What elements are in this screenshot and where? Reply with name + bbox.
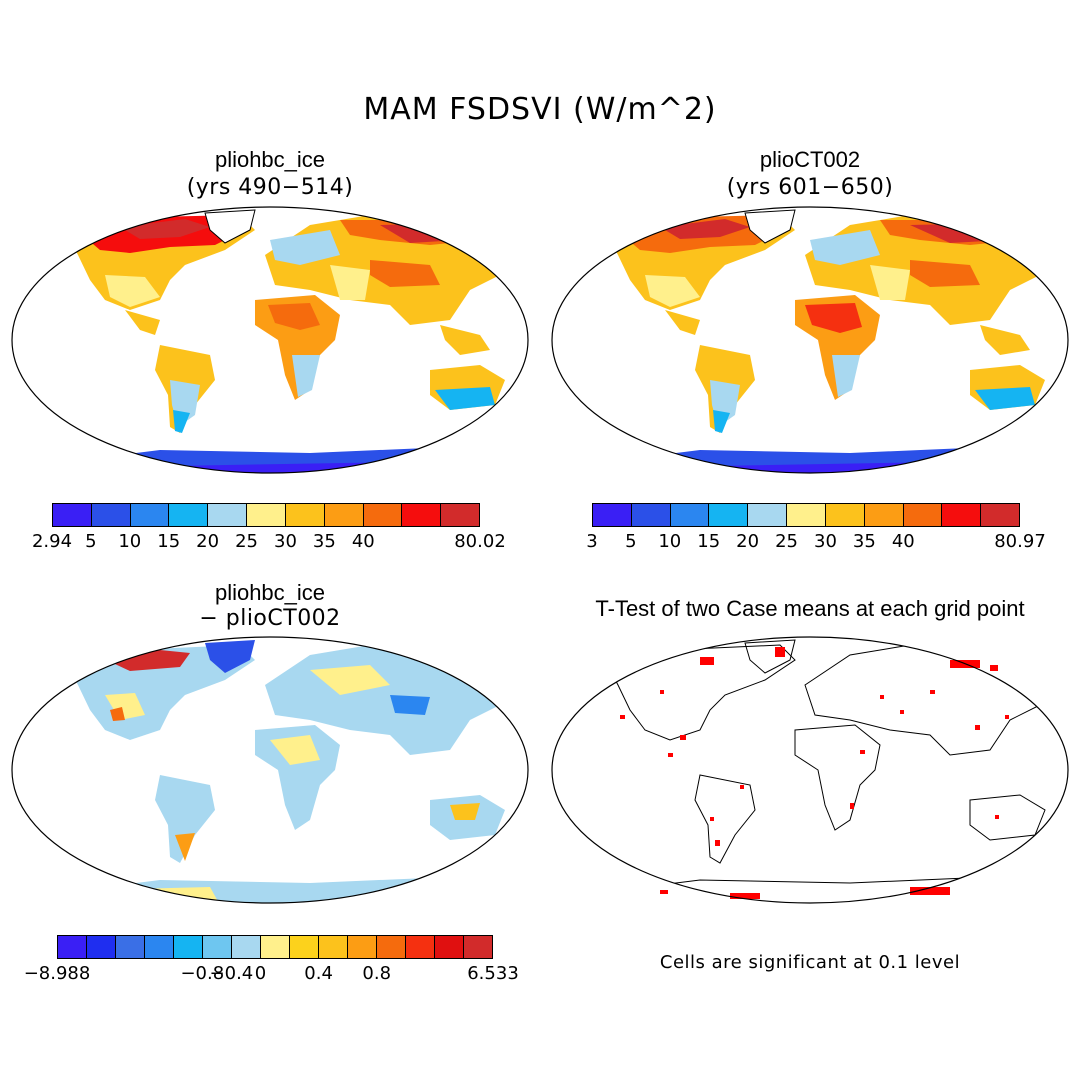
map-panel-bottom-left (10, 635, 530, 905)
colorbar-swatch (145, 936, 174, 958)
colorbar-tick-label: 20 (736, 531, 760, 552)
colorbar-swatch (825, 504, 865, 526)
colorbar-difference: −8.988 −0.8 −0.4 0 0.4 0.8 6.533 (24, 935, 519, 984)
colorbar-tick-label: 20 (196, 531, 220, 552)
colorbar-tick-label: 5 (85, 531, 97, 552)
panel-subtitle-bottom-left: − plioCT002 (199, 606, 341, 631)
map-panel-bottom-right (550, 635, 1070, 905)
colorbar-tick-label: 80.97 (994, 531, 1046, 552)
colorbar-swatch (324, 504, 364, 526)
colorbar-swatch (116, 936, 145, 958)
colorbar-swatch (402, 504, 442, 526)
colorbar-swatch (203, 936, 232, 958)
colorbar-tick-label: −0.8 (180, 963, 225, 984)
colorbar-swatch (942, 504, 982, 526)
panel-subtitle-top-left: (yrs 490−514) (186, 175, 354, 200)
colorbar-swatch (709, 504, 749, 526)
colorbar-tick-label: 30 (274, 531, 297, 552)
panel-title-top-left: pliohbc_ice (214, 147, 326, 172)
colorbar-swatch (169, 504, 209, 526)
colorbar-tick-label: 40 (351, 531, 375, 552)
colorbar-swatch (348, 936, 377, 958)
colorbar-tick-label: 10 (658, 531, 682, 552)
figure-title: MAM FSDSVI (W/m^2) (363, 92, 717, 127)
colorbar-swatch (53, 504, 92, 526)
significance-note: Cells are significant at 0.1 level (659, 952, 961, 973)
colorbar-swatch (174, 936, 203, 958)
colorbar-tick-label: 30 (814, 531, 837, 552)
colorbar-tick-label: 0 (254, 963, 267, 984)
colorbar-swatch (130, 504, 170, 526)
colorbar-tick-label: 35 (852, 531, 876, 552)
colorbar-swatch (787, 504, 826, 526)
colorbar-tick-label: 10 (118, 531, 142, 552)
colorbar-swatch (903, 504, 943, 526)
panel-title-bottom-right: T-Test of two Case means at each grid po… (595, 596, 1025, 621)
colorbar-tick-label: 35 (312, 531, 336, 552)
colorbar-swatch (593, 504, 632, 526)
colorbar-swatch (261, 936, 290, 958)
colorbar-tick-label: −0.4 (209, 963, 254, 984)
colorbar-tick-label: 15 (697, 531, 721, 552)
colorbar-tick-label: 6.533 (467, 963, 519, 984)
colorbar-tick-label: 5 (625, 531, 637, 552)
colorbar-swatch (87, 936, 116, 958)
colorbar-swatch (631, 504, 671, 526)
colorbar-tick-label: 25 (235, 531, 258, 552)
significance-cells (620, 647, 1009, 899)
colorbar-swatch (290, 936, 319, 958)
colorbar-swatch (748, 504, 788, 526)
colorbar-swatch (464, 936, 492, 958)
colorbar-tick-label: 0.4 (304, 963, 333, 984)
panel-title-top-right: plioCT002 (759, 147, 861, 172)
colorbar-swatch (441, 504, 479, 526)
colorbar-swatch (406, 936, 435, 958)
colorbar-swatch (377, 936, 406, 958)
colorbar-top-right: 3 5 10 15 20 25 30 35 40 80.97 (586, 503, 1046, 552)
panel-title-bottom-left: pliohbc_ice (214, 580, 326, 605)
map-panel-top-left (10, 205, 530, 475)
panel-subtitle-top-right: (yrs 601−650) (726, 175, 894, 200)
colorbar-tick-label: 2.94 (31, 531, 73, 552)
colorbar-swatch (435, 936, 464, 958)
colorbar-swatch (981, 504, 1019, 526)
colorbar-tick-label: 3 (586, 531, 598, 552)
colorbar-swatch (285, 504, 325, 526)
colorbar-tick-label: 40 (891, 531, 915, 552)
colorbar-tick-label: −8.988 (23, 963, 91, 984)
colorbar-tick-label: 15 (157, 531, 181, 552)
colorbar-swatch (363, 504, 403, 526)
colorbar-top-left: 2.94 5 10 15 20 25 30 35 40 80.02 (32, 503, 506, 552)
colorbar-swatch (864, 504, 904, 526)
colorbar-tick-label: 80.02 (454, 531, 506, 552)
colorbar-tick-label: 0.8 (362, 963, 392, 984)
colorbar-tick-label: 25 (775, 531, 798, 552)
colorbar-swatch (319, 936, 348, 958)
colorbar-swatch (208, 504, 248, 526)
colorbar-swatch (91, 504, 131, 526)
map-panel-top-right (550, 205, 1070, 475)
colorbar-swatch (58, 936, 87, 958)
colorbar-swatch (670, 504, 710, 526)
colorbar-swatch (247, 504, 286, 526)
colorbar-swatch (232, 936, 261, 958)
